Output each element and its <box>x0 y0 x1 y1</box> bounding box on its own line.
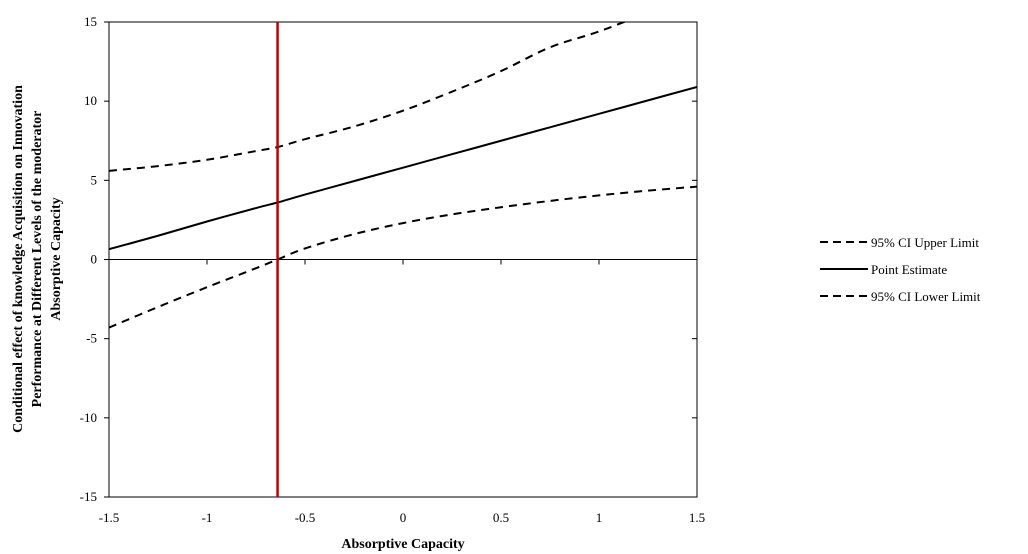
x-axis-title: Absorptive Capacity <box>341 537 464 552</box>
y-axis-title-line-1: Conditional effect of knowledge Acquisit… <box>11 85 26 433</box>
legend: 95% CI Upper Limit Point Estimate 95% CI… <box>820 235 981 304</box>
legend-upper-label: 95% CI Upper Limit <box>871 235 979 250</box>
y-tick-label: 0 <box>91 252 98 267</box>
y-axis-title-line-2: Performance at Different Levels of the m… <box>30 111 45 408</box>
x-tick-label: -1.5 <box>99 510 120 525</box>
y-axis-title-line-3: Absorptive Capacity <box>49 197 64 320</box>
point-estimate-line <box>109 85 697 251</box>
legend-lower-label: 95% CI Lower Limit <box>871 289 981 304</box>
x-tick-label: 1 <box>596 510 603 525</box>
y-tick-label: -15 <box>80 489 97 504</box>
y-tick-label: 15 <box>84 14 97 29</box>
x-axis-ticks: -1.5 -1 -0.5 0 0.5 1 1.5 <box>99 259 705 525</box>
upper-ci-line <box>109 22 627 172</box>
y-tick-label: 5 <box>91 172 98 187</box>
y-axis-title: Conditional effect of knowledge Acquisit… <box>11 85 64 433</box>
x-tick-label: -1 <box>202 510 213 525</box>
y-tick-label: 10 <box>84 93 97 108</box>
legend-point-label: Point Estimate <box>871 262 947 277</box>
x-tick-label: -0.5 <box>295 510 316 525</box>
lower-ci-line <box>109 185 697 329</box>
series-layer <box>109 22 697 329</box>
y-tick-label: -5 <box>86 331 97 346</box>
y-tick-label: -10 <box>80 410 97 425</box>
x-tick-label: 0.5 <box>493 510 509 525</box>
x-tick-label: 0 <box>400 510 407 525</box>
y-axis-ticks: -15 -10 -5 0 5 10 15 <box>80 14 697 504</box>
x-tick-label: 1.5 <box>689 510 705 525</box>
